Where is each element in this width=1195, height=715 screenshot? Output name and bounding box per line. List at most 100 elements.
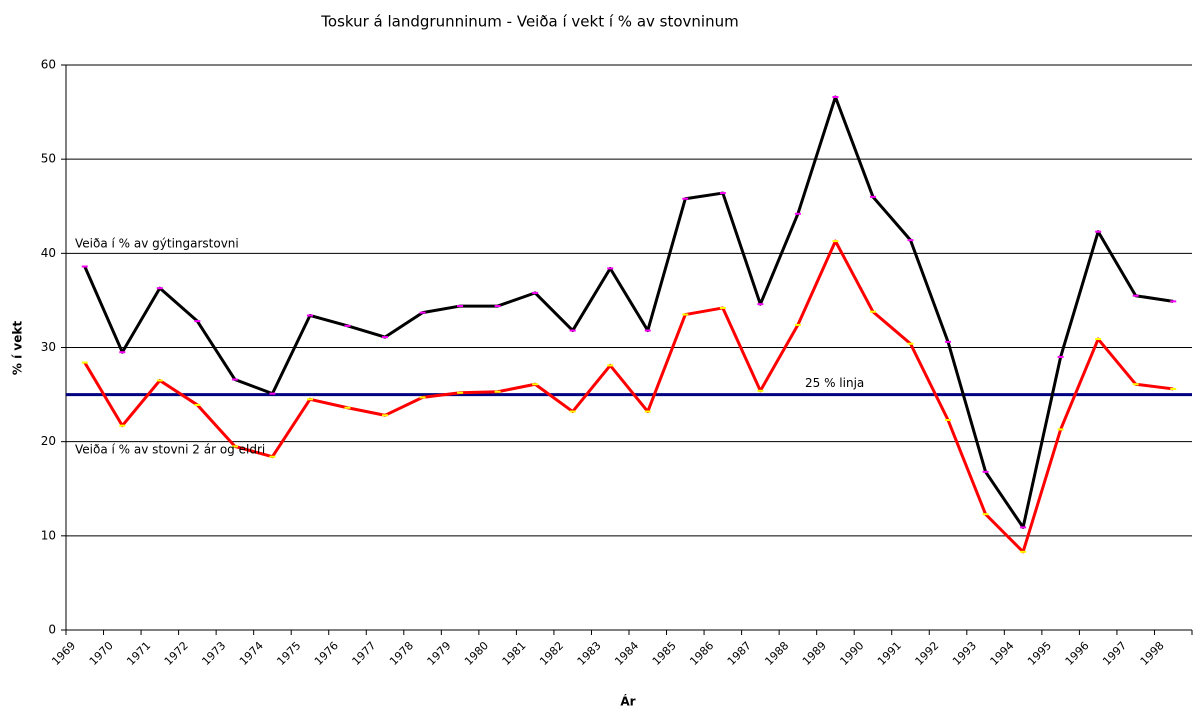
marker (869, 310, 876, 313)
marker (419, 311, 426, 314)
marker (757, 389, 764, 392)
marker (494, 390, 501, 393)
marker (1057, 355, 1064, 358)
marker (569, 410, 576, 413)
marker (532, 383, 539, 386)
y-tick-label: 50 (41, 152, 56, 166)
marker (269, 392, 276, 395)
marker (1170, 387, 1177, 390)
marker (719, 192, 726, 195)
marker (382, 336, 389, 339)
marker (682, 197, 689, 200)
marker (1095, 230, 1102, 233)
y-tick-label: 0 (48, 623, 56, 637)
x-tick-label: 1997 (1100, 639, 1129, 668)
x-axis-label: Ár (620, 694, 635, 709)
x-tick-label: 1976 (312, 639, 341, 668)
x-tick-label: 1973 (199, 639, 228, 668)
x-tick-label: 1972 (162, 639, 191, 668)
marker (81, 265, 88, 268)
marker (607, 267, 614, 270)
series-line (83, 95, 1174, 529)
x-tick-label: 1979 (425, 639, 454, 668)
marker (644, 329, 651, 332)
marker (607, 364, 614, 367)
x-tick-label: 1969 (49, 639, 78, 668)
x-tick-label: 1981 (500, 639, 529, 668)
x-tick-label: 1987 (725, 639, 754, 668)
marker (532, 291, 539, 294)
x-tick-label: 1977 (350, 639, 379, 668)
marker (306, 314, 313, 317)
marker (344, 406, 351, 409)
series-label: Veiða í % av gýtingarstovni (75, 237, 239, 251)
marker (832, 240, 839, 243)
marker (907, 239, 914, 242)
marker (119, 424, 126, 427)
marker (382, 414, 389, 417)
x-tick-label: 1992 (913, 639, 942, 668)
marker (344, 324, 351, 327)
marker (907, 342, 914, 345)
reference-label: 25 % linja (805, 376, 864, 390)
marker (945, 419, 952, 422)
marker (682, 313, 689, 316)
x-tick-label: 1993 (950, 639, 979, 668)
x-tick-label: 1980 (462, 639, 491, 668)
x-tick-label: 1988 (762, 639, 791, 668)
marker (869, 195, 876, 198)
marker (982, 513, 989, 516)
marker (719, 306, 726, 309)
x-tick-label: 1994 (988, 639, 1017, 668)
x-tick-label: 1990 (837, 639, 866, 668)
marker (1057, 428, 1064, 431)
marker (794, 212, 801, 215)
marker (1132, 294, 1139, 297)
marker (81, 361, 88, 364)
x-tick-label: 1985 (650, 639, 679, 668)
x-tick-label: 1978 (387, 639, 416, 668)
marker (945, 340, 952, 343)
y-axis-label: % í vekt (11, 321, 25, 375)
marker (494, 305, 501, 308)
marker (119, 351, 126, 354)
x-tick-label: 1998 (1138, 639, 1167, 668)
x-tick-label: 1984 (612, 639, 641, 668)
x-tick-label: 1971 (124, 639, 153, 668)
marker (832, 96, 839, 99)
marker (757, 303, 764, 306)
series-label: Veiða í % av stovni 2 ár og eldri (75, 443, 265, 457)
marker (1020, 550, 1027, 553)
marker (982, 470, 989, 473)
series-line (83, 239, 1174, 554)
y-tick-label: 20 (41, 434, 56, 448)
marker (269, 455, 276, 458)
x-tick-label: 1982 (537, 639, 566, 668)
y-tick-label: 30 (41, 340, 56, 354)
marker (569, 329, 576, 332)
x-tick-label: 1991 (875, 639, 904, 668)
marker (306, 398, 313, 401)
x-tick-label: 1995 (1025, 639, 1054, 668)
marker (156, 379, 163, 382)
marker (1170, 300, 1177, 303)
marker (231, 445, 238, 448)
x-tick-label: 1970 (87, 639, 116, 668)
marker (156, 287, 163, 290)
y-tick-label: 40 (41, 246, 56, 260)
marker (1020, 526, 1027, 529)
chart-title: Toskur á landgrunninum - Veiða í vekt í … (320, 13, 738, 31)
x-tick-label: 1989 (800, 639, 829, 668)
marker (457, 391, 464, 394)
marker (1095, 338, 1102, 341)
marker (419, 396, 426, 399)
marker (1132, 383, 1139, 386)
x-tick-label: 1983 (575, 639, 604, 668)
marker (457, 305, 464, 308)
y-tick-label: 10 (41, 528, 56, 542)
x-tick-label: 1975 (274, 639, 303, 668)
marker (194, 403, 201, 406)
x-tick-label: 1974 (237, 639, 266, 668)
x-tick-label: 1986 (687, 639, 716, 668)
